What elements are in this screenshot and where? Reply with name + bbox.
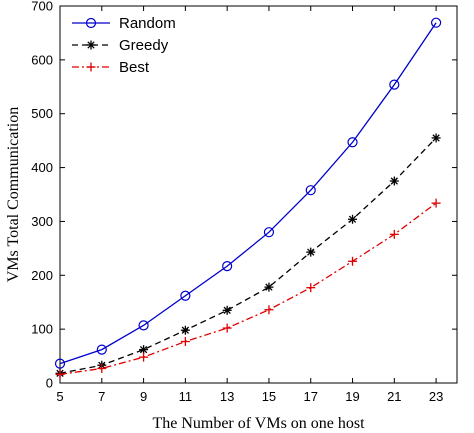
data-point-random bbox=[138, 320, 149, 331]
data-point-random bbox=[347, 137, 358, 148]
data-point-greedy bbox=[264, 282, 274, 292]
legend-marker bbox=[86, 62, 96, 72]
data-point-best bbox=[348, 256, 358, 266]
x-axis: 5 7 9 11 13 15 17 19 21 23 bbox=[56, 6, 443, 404]
legend-item-best: Best bbox=[72, 59, 150, 76]
data-point-best bbox=[264, 305, 274, 315]
x-tick-label: 15 bbox=[262, 389, 276, 404]
x-tick-label: 17 bbox=[304, 389, 318, 404]
series-layer bbox=[54, 17, 442, 379]
data-point-random bbox=[431, 17, 442, 28]
x-tick-label: 21 bbox=[387, 389, 401, 404]
series-line-greedy bbox=[59, 137, 437, 374]
data-point-random bbox=[180, 290, 191, 301]
x-axis-title: The Number of VMs on one host bbox=[152, 415, 365, 432]
data-point-greedy bbox=[431, 133, 441, 143]
series-line-best bbox=[59, 202, 437, 376]
data-point-greedy bbox=[222, 305, 232, 315]
data-point-best bbox=[222, 323, 232, 333]
data-point-best bbox=[389, 229, 399, 239]
data-point-greedy bbox=[139, 345, 149, 355]
series-line-random bbox=[59, 22, 437, 365]
data-point-greedy bbox=[306, 247, 316, 257]
data-point-random bbox=[54, 358, 66, 369]
data-point-greedy bbox=[348, 214, 358, 224]
legend-label: Best bbox=[119, 59, 150, 76]
series-random bbox=[54, 17, 442, 369]
data-point-random bbox=[222, 261, 233, 272]
y-axis: 0 100 200 300 400 500 600 700 bbox=[31, 0, 457, 391]
legend-item-random: Random bbox=[72, 15, 176, 32]
legend-label: Greedy bbox=[119, 37, 169, 54]
data-point-random bbox=[263, 227, 275, 238]
y-tick-label: 400 bbox=[31, 160, 53, 175]
data-point-best bbox=[180, 337, 190, 347]
x-tick-label: 11 bbox=[179, 389, 193, 404]
y-tick-label: 700 bbox=[31, 0, 53, 14]
x-tick-label: 13 bbox=[220, 389, 234, 404]
data-point-greedy bbox=[180, 325, 190, 335]
x-tick-label: 9 bbox=[140, 389, 147, 404]
legend-item-greedy: Greedy bbox=[72, 37, 169, 54]
data-point-random bbox=[96, 344, 107, 355]
legend-marker bbox=[85, 17, 97, 29]
data-point-random bbox=[389, 79, 400, 90]
series-best bbox=[55, 198, 441, 379]
data-point-random bbox=[305, 185, 316, 196]
y-tick-label: 200 bbox=[31, 268, 53, 283]
y-tick-label: 300 bbox=[31, 214, 53, 229]
y-tick-label: 100 bbox=[31, 322, 53, 337]
legend-label: Random bbox=[119, 15, 176, 32]
data-point-best bbox=[97, 363, 107, 373]
data-point-best bbox=[306, 283, 316, 293]
y-tick-label: 0 bbox=[46, 376, 53, 391]
x-tick-label: 19 bbox=[345, 389, 359, 404]
y-tick-label: 500 bbox=[31, 106, 53, 121]
x-tick-label: 5 bbox=[56, 389, 63, 404]
plot-border bbox=[59, 5, 458, 384]
legend-marker bbox=[86, 40, 96, 50]
data-point-best bbox=[55, 369, 65, 379]
plot-frame bbox=[59, 5, 458, 384]
series-greedy bbox=[55, 133, 441, 378]
x-tick-label: 7 bbox=[98, 389, 105, 404]
data-point-best bbox=[431, 198, 441, 208]
x-tick-label: 23 bbox=[429, 389, 443, 404]
data-point-greedy bbox=[389, 176, 399, 186]
y-axis-title: VMs Total Communication bbox=[5, 107, 22, 282]
data-point-best bbox=[139, 352, 149, 362]
y-tick-label: 600 bbox=[31, 52, 53, 67]
legend: Random Greedy Best bbox=[72, 15, 176, 76]
